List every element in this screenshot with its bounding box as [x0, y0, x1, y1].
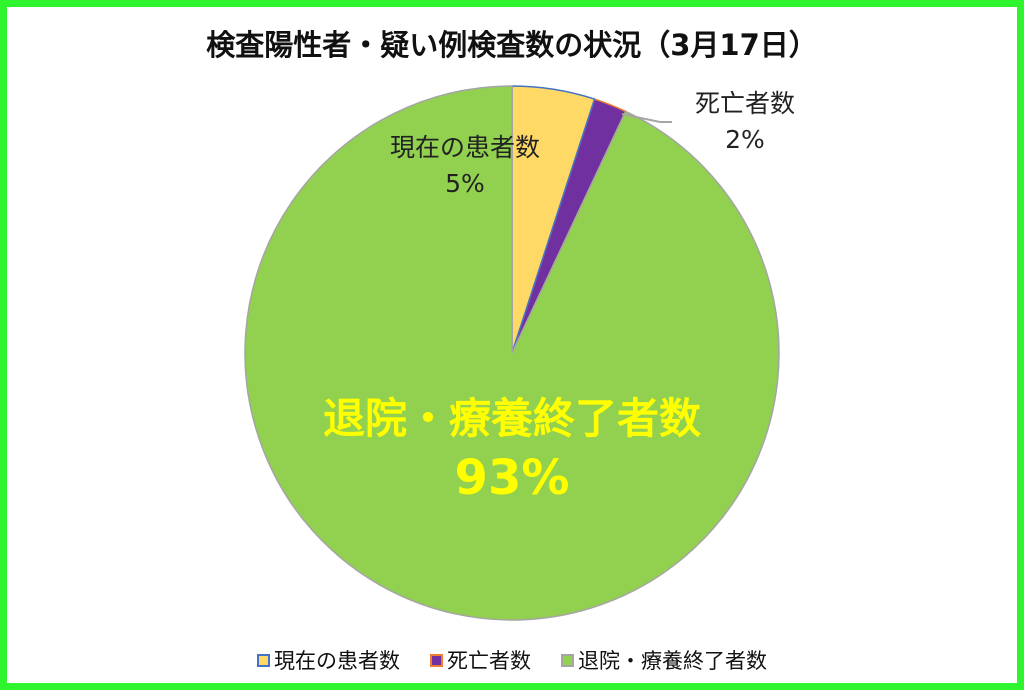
legend-swatch — [257, 653, 270, 667]
category-label: 現在の患者数 — [389, 133, 540, 162]
legend-item-recovered: 退院・療養終了者数 — [561, 645, 767, 675]
slice-label-recovered: 退院・療養終了者数 93% — [262, 390, 762, 508]
slice-recovered — [244, 85, 780, 621]
legend-label: 退院・療養終了者数 — [578, 649, 767, 673]
percent-label: 5% — [445, 169, 485, 198]
leader-line — [621, 113, 672, 123]
legend-item-current: 現在の患者数 — [257, 645, 400, 675]
legend-swatch — [561, 653, 574, 667]
slice-label-current: 現在の患者数 5% — [360, 130, 570, 202]
percent-label: 93% — [454, 450, 570, 506]
percent-label: 2% — [725, 125, 765, 154]
legend-swatch — [430, 653, 443, 667]
legend-item-deaths: 死亡者数 — [430, 645, 531, 675]
legend-label: 死亡者数 — [447, 649, 531, 673]
slice-label-deaths: 死亡者数 2% — [665, 86, 825, 158]
category-label: 死亡者数 — [694, 89, 795, 118]
legend: 現在の患者数 死亡者数 退院・療養終了者数 — [0, 645, 1024, 675]
legend-label: 現在の患者数 — [274, 649, 400, 673]
chart-title: 検査陽性者・疑い例検査数の状況（3月17日） — [206, 28, 818, 62]
category-label: 退院・療養終了者数 — [322, 394, 701, 443]
